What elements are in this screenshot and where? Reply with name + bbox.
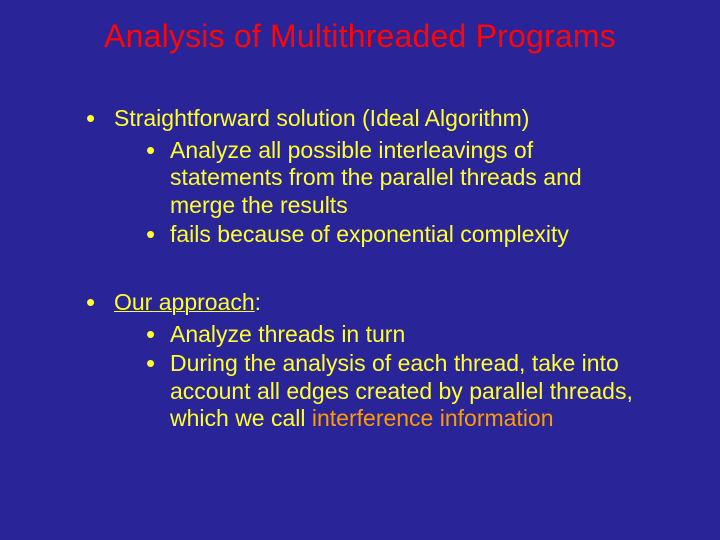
sub-bullet-item: During the analysis of each thread, take… (146, 350, 650, 433)
sub-bullet-text: Analyze all possible interleavings of st… (170, 137, 582, 218)
bullet-item: Our approach: Analyze threads in turn Du… (86, 289, 650, 433)
highlight-text: interference information (312, 405, 554, 431)
bullet-text: Straightforward solution (Ideal Algorith… (114, 105, 529, 131)
sub-bullet-item: Analyze threads in turn (146, 321, 650, 349)
sub-bullet-item: fails because of exponential complexity (146, 221, 650, 249)
slide-title: Analysis of Multithreaded Programs (40, 18, 680, 55)
bullet-item: Straightforward solution (Ideal Algorith… (86, 105, 650, 249)
sub-bullet-text: Analyze threads in turn (170, 321, 405, 347)
sub-bullet-text: fails because of exponential complexity (170, 221, 569, 247)
sub-bullet-list: Analyze threads in turn During the analy… (114, 321, 650, 433)
bullet-list: Straightforward solution (Ideal Algorith… (0, 105, 720, 433)
slide: Analysis of Multithreaded Programs Strai… (0, 0, 720, 540)
sub-bullet-item: Analyze all possible interleavings of st… (146, 137, 650, 220)
sub-bullet-list: Analyze all possible interleavings of st… (114, 137, 650, 249)
bullet-text: Our approach: (114, 289, 261, 315)
